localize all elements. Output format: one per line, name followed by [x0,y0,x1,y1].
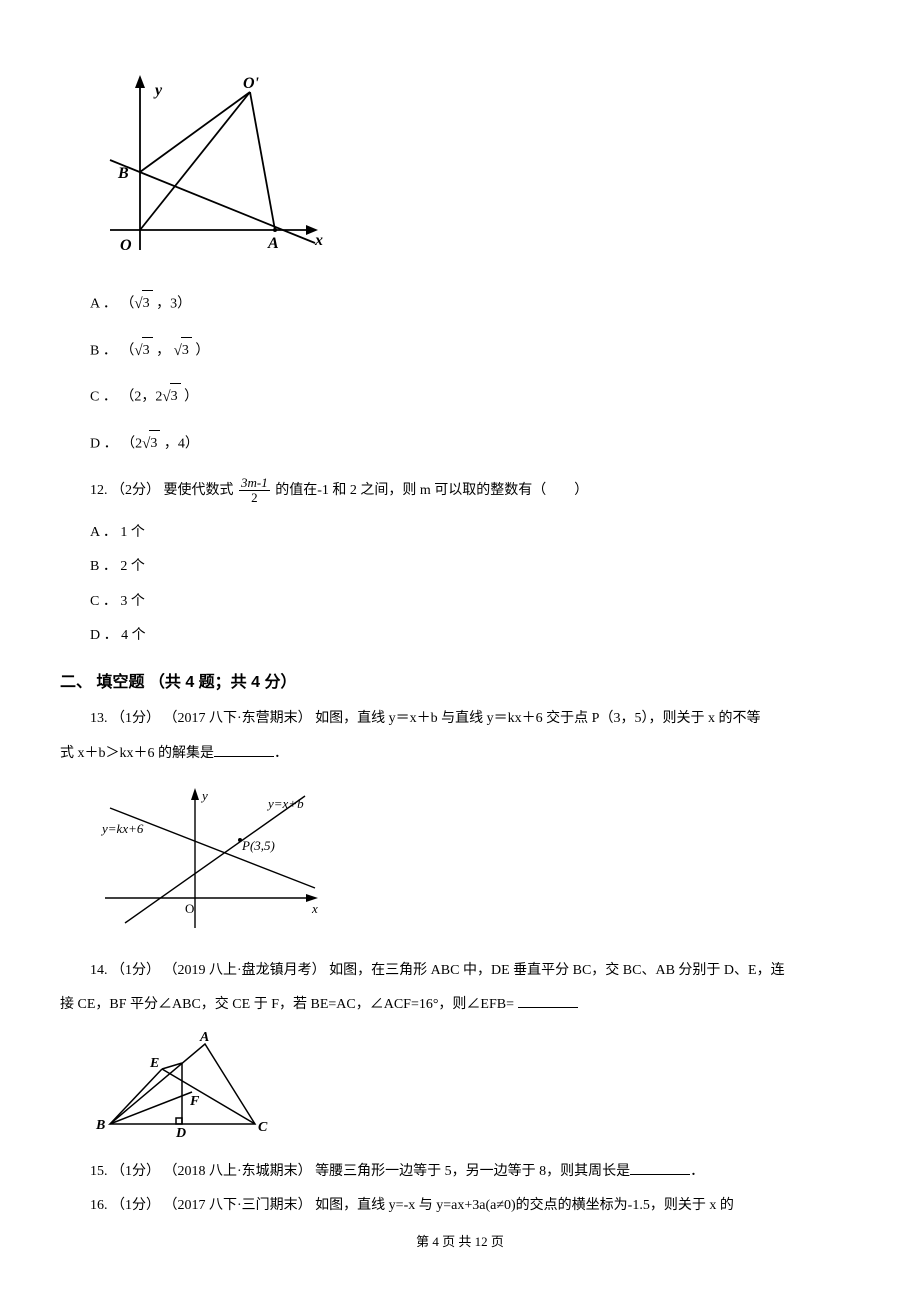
option-b-prefix: B ． [90,343,117,358]
option-b-open: （ [120,343,134,358]
q13-line2: 式 x＋b＞kx＋6 的解集是 ． [60,741,830,768]
origin-label: O [185,901,194,916]
option-c-close: ） [184,389,198,404]
q13-text2: 式 x＋b＞kx＋6 的解集是 [60,746,214,761]
q16-text: 如图，直线 y=-x 与 y=ax+3a(a≠0)的交点的横坐标为-1.5，则关… [315,1198,734,1213]
q14-label: 14. [90,963,108,978]
option-d-prefix: D ． [90,436,118,451]
fill-blank [630,1161,690,1175]
option-d-close: ，4） [164,436,199,451]
x-axis-label: x [314,232,323,249]
q15-label: 15. [90,1164,108,1179]
sqrt-icon: √3 [134,290,152,319]
line2-label: y=kx+6 [100,821,144,836]
option-a: A ． （√3 ，3） [90,290,860,319]
option-c-prefix: C ． [90,389,117,404]
q11-diagram: y O' B O A x [90,70,330,270]
q12-label: 12. [90,483,108,498]
svg-text:C: C [258,1120,268,1135]
q13-label: 13. [90,711,108,726]
option-d: D ． （2√3 ，4） [90,430,860,459]
q14-text1: 如图，在三角形 ABC 中，DE 垂直平分 BC，交 BC、AB 分别于 D、E… [329,963,784,978]
sqrt-icon: √3 [162,383,180,412]
b-label: B [117,165,129,182]
q12-post: 的值在-1 和 2 之间，则 m 可以取的整数有（ ） [275,483,588,498]
q15-period: ． [690,1164,704,1179]
sqrt-icon: √3 [142,430,160,459]
q14-line1: 14. （1分） （2019 八上·盘龙镇月考） 如图，在三角形 ABC 中，D… [90,958,830,985]
svg-text:F: F [189,1094,200,1109]
svg-text:B: B [95,1118,105,1133]
q13-period: ． [274,746,288,761]
option-d-open: （ [121,436,135,451]
a-label: A [267,235,279,252]
q15-source: （2018 八上·东城期末） [164,1164,312,1179]
q15-points: （1分） [111,1164,160,1179]
option-a-prefix: A ． [90,296,117,311]
q13-text1: 如图，直线 y＝x＋b 与直线 y＝kx＋6 交于点 P（3，5），则关于 x … [315,711,760,726]
q12-option-b: B ． 2 个 [90,554,860,581]
option-b-close: ） [195,343,209,358]
o-prime-label: O' [243,75,260,92]
page-footer: 第 4 页 共 12 页 [60,1230,860,1255]
q14-line2: 接 CE，BF 平分∠ABC，交 CE 于 F，若 BE=AC，∠ACF=16°… [60,992,830,1019]
q14-points: （1分） [111,963,160,978]
q13-line1: 13. （1分） （2017 八下·东营期末） 如图，直线 y＝x＋b 与直线 … [90,706,830,733]
option-d-coef: 2 [135,436,142,451]
q14-text2: 接 CE，BF 平分∠ABC，交 CE 于 F，若 BE=AC，∠ACF=16°… [60,997,514,1012]
sqrt-icon: √3 [134,337,152,366]
fill-blank [214,743,274,757]
q16-line: 16. （1分） （2017 八下·三门期末） 如图，直线 y=-x 与 y=a… [90,1193,830,1220]
q12-points: （2分） [111,483,160,498]
section-2-title: 二、 填空题 （共 4 题；共 4 分） [60,668,860,698]
q16-points: （1分） [111,1198,160,1213]
option-a-close: ，3） [156,296,191,311]
q12-stem: 12. （2分） 要使代数式 3m-12 的值在-1 和 2 之间，则 m 可以… [90,476,860,506]
svg-text:A: A [199,1030,209,1045]
option-c-coef: 2 [155,389,162,404]
point-p-label: P(3,5) [241,838,275,853]
q13-source: （2017 八下·东营期末） [164,711,312,726]
q14-diagram: A B C D E F [90,1029,280,1139]
q15-line: 15. （1分） （2018 八上·东城期末） 等腰三角形一边等于 5，另一边等… [90,1159,830,1186]
q12-option-d: D ． 4 个 [90,623,860,650]
option-c: C ． （2，2√3 ） [90,383,860,412]
q14-source: （2019 八上·盘龙镇月考） [164,963,326,978]
option-a-open: （ [120,296,134,311]
y-axis-label: y [153,82,163,99]
q12-option-a: A ． 1 个 [90,520,860,547]
svg-text:D: D [175,1126,186,1139]
q16-label: 16. [90,1198,108,1213]
q16-source: （2017 八下·三门期末） [164,1198,312,1213]
line1-label: y=x+b [266,796,304,811]
fraction-icon: 3m-12 [239,476,270,506]
svg-text:E: E [149,1056,159,1071]
x-axis-label: x [311,901,318,916]
q15-text: 等腰三角形一边等于 5，另一边等于 8，则其周长是 [315,1164,630,1179]
q13-points: （1分） [111,711,160,726]
q12-option-c: C ． 3 个 [90,589,860,616]
option-b-mid: ， [156,343,170,358]
origin-label: O [120,237,132,254]
fill-blank [518,995,578,1009]
option-c-before: （2， [120,389,155,404]
option-b: B ． （√3 ， √3 ） [90,337,860,366]
sqrt-icon: √3 [174,337,192,366]
q13-diagram: y x O y=x+b y=kx+6 P(3,5) [90,778,330,938]
y-axis-label: y [200,788,208,803]
q12-pre: 要使代数式 [164,483,234,498]
